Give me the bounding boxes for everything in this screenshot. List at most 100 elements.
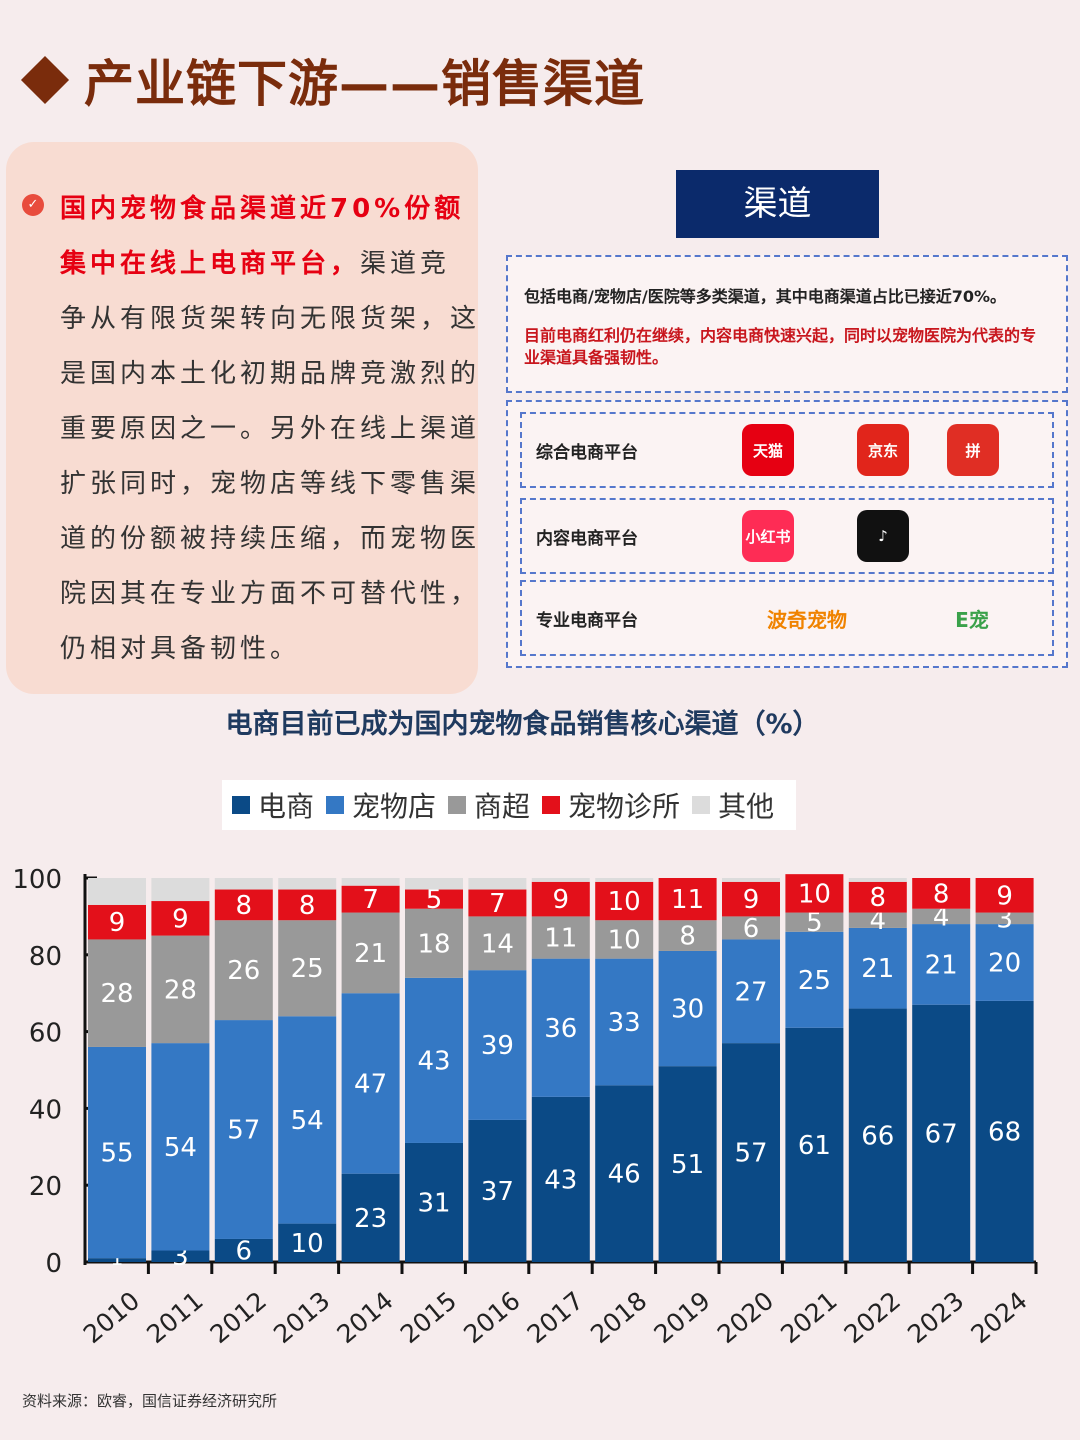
jd-logo[interactable]: 京东 [857, 424, 909, 476]
bar-segment [88, 878, 146, 905]
bar-segment [278, 878, 337, 890]
bar-segment [722, 1043, 780, 1262]
data-label: 61 [798, 1131, 831, 1161]
data-label: 28 [100, 979, 133, 1009]
bar-segment [341, 993, 400, 1174]
data-label: 68 [988, 1117, 1021, 1147]
x-tick-label: 2019 [648, 1286, 715, 1349]
epet-logo[interactable]: E宠 [955, 607, 989, 632]
legend-item: 其他 [692, 785, 774, 825]
data-label: 8 [870, 883, 887, 913]
bar-segment [341, 885, 400, 913]
bar-segment [912, 924, 971, 1005]
data-label: 27 [734, 977, 767, 1007]
bar-segment [278, 920, 337, 1017]
bar-segment [278, 1016, 337, 1224]
legend-swatch [326, 796, 345, 814]
data-label: 51 [671, 1150, 704, 1180]
data-label: 9 [553, 885, 570, 915]
data-label: 9 [109, 908, 126, 938]
bar-segment [278, 1223, 337, 1262]
douyin-logo[interactable]: ♪ [857, 510, 909, 562]
bar-segment [405, 878, 463, 890]
bar-segment [722, 939, 780, 1044]
bar-segment [468, 878, 527, 890]
check-bullet-icon: ✓ [22, 194, 44, 216]
diamond-icon [20, 55, 70, 105]
bar-segment [975, 1000, 1034, 1262]
summary-panel: ✓ 国内宠物食品渠道近70%份额集中在线上电商平台，渠道竞争从有限货架转向无限货… [6, 142, 478, 694]
pinduoduo-logo[interactable]: 拼 [947, 424, 999, 476]
bar-segment [785, 1027, 844, 1262]
bar-segment [151, 935, 210, 1044]
y-tick-label: 40 [29, 1095, 62, 1125]
data-label: 11 [671, 885, 704, 915]
data-label: 31 [417, 1188, 450, 1218]
platform-row-label: 内容电商平台 [536, 529, 638, 549]
data-label: 6 [236, 1236, 253, 1266]
data-label: 21 [925, 950, 958, 980]
bar-segment [405, 889, 463, 909]
data-label: 14 [481, 929, 514, 959]
bar-segment [658, 950, 717, 1067]
bar-segment [151, 878, 210, 902]
bar-segment [531, 1096, 590, 1262]
bar-segment [975, 912, 1034, 925]
bar-segment [88, 904, 146, 940]
data-label: 57 [227, 1116, 260, 1146]
boqii-logo[interactable]: 波奇宠物 [767, 607, 847, 632]
bar-segment [405, 1142, 463, 1262]
bar-segment [912, 878, 971, 909]
bar-segment [341, 1173, 400, 1262]
bar-segment [151, 901, 210, 936]
legend-swatch [542, 796, 561, 814]
legend-swatch [232, 796, 250, 814]
data-label: 43 [417, 1046, 450, 1076]
bar-segment [531, 958, 590, 1097]
tmall-logo[interactable]: 天猫 [742, 424, 794, 476]
data-label: 54 [164, 1133, 197, 1163]
bar-segment [595, 920, 654, 959]
channel-description: 包括电商/宠物店/医院等多类渠道，其中电商渠道占比已接近70%。 目前电商红利仍… [506, 255, 1068, 393]
data-label: 9 [996, 881, 1013, 911]
bar-segment [848, 912, 907, 928]
data-label: 54 [291, 1106, 324, 1136]
x-tick-label: 2011 [141, 1286, 208, 1349]
data-label: 37 [481, 1177, 514, 1207]
bar-segment [278, 889, 337, 921]
bar-segment [595, 881, 654, 921]
legend-label: 宠物店 [352, 790, 437, 823]
x-tick-label: 2015 [395, 1286, 462, 1349]
data-label: 26 [227, 956, 260, 986]
bar-segment [595, 1085, 654, 1262]
legend-swatch [692, 796, 711, 814]
bar-segment [848, 878, 907, 882]
data-label: 18 [417, 929, 450, 959]
y-tick-label: 60 [29, 1019, 62, 1049]
bar-segment [88, 939, 146, 1047]
x-tick-label: 2018 [585, 1286, 652, 1349]
data-label: 8 [236, 891, 253, 921]
data-label: 7 [362, 885, 379, 915]
platform-row: 综合电商平台 天猫 京东拼 [520, 412, 1054, 488]
data-label: 4 [933, 902, 950, 932]
x-tick-label: 2016 [458, 1286, 525, 1349]
x-tick-label: 2021 [775, 1286, 842, 1349]
data-label: 47 [354, 1069, 387, 1099]
data-label: 10 [608, 887, 641, 917]
page-title: 产业链下游——销售渠道 [20, 44, 645, 116]
x-tick-label: 2013 [268, 1286, 335, 1349]
xiaohongshu-logo[interactable]: 小红书 [742, 510, 794, 562]
data-label: 8 [679, 922, 696, 952]
y-tick-label: 0 [45, 1249, 62, 1279]
data-label: 11 [544, 924, 577, 954]
x-tick-label: 2024 [965, 1286, 1032, 1349]
bar-segment [531, 881, 590, 917]
platform-box: 综合电商平台 天猫 京东拼内容电商平台 小红书 ♪ 专业电商平台 波奇宠物 E宠 [506, 400, 1068, 668]
x-tick-label: 2014 [331, 1286, 398, 1349]
legend-item: 宠物诊所 [542, 785, 680, 825]
data-label: 30 [671, 995, 704, 1025]
data-label: 28 [164, 975, 197, 1005]
bar-segment [151, 1043, 210, 1251]
bar-segment [658, 1066, 717, 1262]
